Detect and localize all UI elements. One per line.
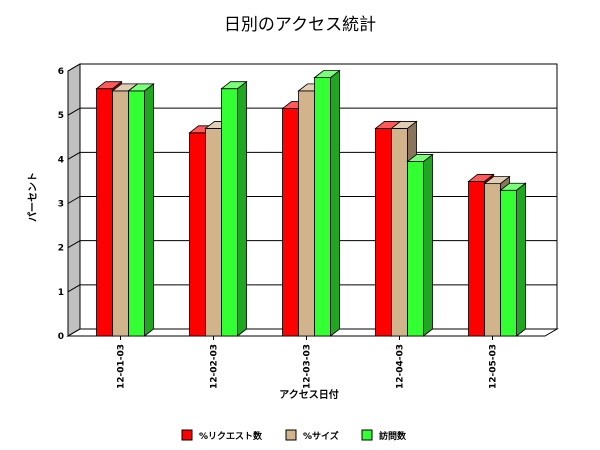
x-tick-label: 12-02-03 bbox=[210, 344, 220, 389]
bar-front bbox=[112, 90, 129, 337]
bar-front bbox=[282, 108, 299, 337]
gridline-side bbox=[67, 151, 81, 160]
bar-front bbox=[484, 183, 501, 337]
bar-top bbox=[390, 121, 418, 129]
legend-label: %リクエスト数 bbox=[199, 430, 263, 442]
bar bbox=[220, 80, 248, 337]
bar-front bbox=[189, 132, 206, 337]
gridline-side bbox=[67, 107, 81, 116]
bar-front bbox=[391, 128, 408, 337]
gridline-side bbox=[67, 328, 81, 337]
y-axis-label: パーセント bbox=[27, 172, 39, 222]
x-tick-label: 12-04-03 bbox=[396, 344, 406, 389]
legend-label: 訪問数 bbox=[379, 430, 407, 442]
y-tick-label: 2 bbox=[58, 244, 64, 254]
legend-swatch bbox=[181, 429, 193, 441]
bar-top bbox=[220, 81, 248, 90]
bar bbox=[499, 182, 527, 337]
bars bbox=[95, 69, 527, 337]
bar-side bbox=[516, 182, 526, 337]
bar-front bbox=[375, 128, 392, 337]
bar-side bbox=[423, 153, 433, 337]
gridline-side bbox=[67, 240, 81, 249]
bar-front bbox=[298, 90, 315, 337]
legend-item: %サイズ bbox=[285, 429, 339, 442]
bar-front bbox=[468, 181, 485, 337]
legend: %リクエスト数 %サイズ 訪問数 bbox=[181, 429, 407, 442]
bar-front bbox=[314, 77, 331, 337]
x-axis-label: アクセス日付 bbox=[279, 388, 339, 401]
y-tick-label: 0 bbox=[58, 332, 64, 342]
bar-top bbox=[483, 176, 511, 185]
bar-top bbox=[467, 174, 495, 182]
x-tick-label: 12-05-03 bbox=[489, 344, 499, 389]
x-tick-label: 12-03-03 bbox=[303, 344, 313, 389]
y-axis-ticks: 0 1 2 3 4 5 6 bbox=[58, 67, 64, 342]
bar-front bbox=[500, 189, 517, 337]
y-tick-label: 5 bbox=[58, 111, 64, 121]
bar bbox=[127, 83, 155, 337]
legend-item: 訪問数 bbox=[361, 429, 407, 442]
y-tick-label: 1 bbox=[58, 288, 64, 298]
legend-swatch bbox=[361, 429, 373, 441]
legend-item: %リクエスト数 bbox=[181, 429, 263, 442]
gridline-side bbox=[67, 63, 81, 72]
x-axis-ticks: 12-01-03 12-02-03 12-03-03 12-04-03 12-05-03 bbox=[117, 336, 499, 389]
y-tick-label: 3 bbox=[58, 200, 64, 210]
y-tick-label: 6 bbox=[58, 67, 64, 77]
bar-front bbox=[96, 88, 113, 337]
bar-top bbox=[313, 70, 341, 79]
legend-swatch bbox=[285, 429, 297, 441]
y-tick-label: 4 bbox=[58, 155, 64, 165]
bar-front bbox=[205, 128, 222, 337]
gridline-side bbox=[67, 196, 81, 204]
legend-label: %サイズ bbox=[303, 430, 339, 442]
bar-top bbox=[127, 83, 155, 92]
x-tick-label: 12-01-03 bbox=[117, 344, 127, 389]
bar-side bbox=[330, 69, 340, 337]
bar-front bbox=[221, 88, 238, 337]
bar bbox=[406, 153, 434, 337]
bar-side bbox=[237, 80, 247, 337]
bar bbox=[313, 69, 341, 337]
bar-top bbox=[95, 81, 123, 90]
bar-side bbox=[144, 83, 154, 337]
bar-front bbox=[128, 90, 145, 337]
chart-title: 日別のアクセス統計 bbox=[224, 15, 376, 35]
bar-top bbox=[499, 182, 527, 191]
gridline-side bbox=[67, 284, 81, 293]
bar-front bbox=[407, 161, 424, 337]
bar-top bbox=[406, 154, 434, 162]
